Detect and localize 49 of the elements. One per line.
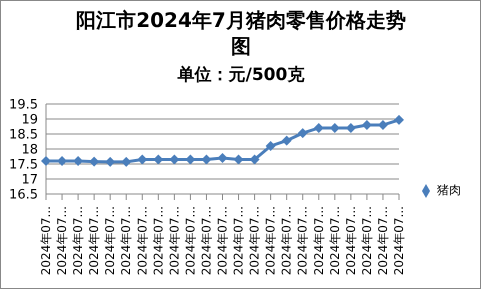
y-tick-label: 19.5 (9, 98, 38, 113)
point (121, 156, 132, 167)
x-tick-label: 2024年07... (151, 206, 166, 276)
x-tick-label: 2024年07... (103, 206, 118, 276)
x-tick-label: 2024年07... (280, 206, 294, 276)
point (218, 153, 228, 163)
x-tick-label: 2024年07... (216, 206, 230, 276)
chart-subtitle: 单位：元/500克 (176, 64, 306, 86)
y-tick-label: 18.5 (9, 128, 38, 143)
point (298, 128, 308, 138)
x-tick-label: 2024年07... (392, 206, 406, 276)
x-tick-label: 2024年07... (119, 206, 134, 276)
y-tick-label: 17.5 (9, 158, 38, 173)
point (314, 123, 324, 133)
x-tick-label: 2024年07... (183, 206, 198, 276)
point (282, 136, 292, 146)
y-tick-label: 18 (21, 142, 38, 158)
point (266, 141, 276, 151)
x-tick-label: 2024年07... (264, 206, 278, 276)
x-tick-label: 2024年07... (135, 206, 150, 276)
x-tick-label: 2024年07... (39, 206, 53, 276)
x-tick-label: 2024年07... (344, 206, 358, 276)
point (41, 156, 51, 166)
point (137, 154, 148, 164)
point (250, 154, 260, 164)
x-tick-label: 2024年07... (55, 206, 70, 276)
x-tick-label: 2024年07... (87, 206, 102, 276)
x-tick-label: 2024年07... (199, 206, 214, 276)
x-tick-label: 2024年07... (376, 206, 390, 276)
x-tick-label: 2024年07... (312, 206, 326, 276)
x-tick-label: 2024年07... (360, 206, 374, 276)
x-tick-label: 2024年07... (328, 206, 342, 276)
x-tick-label: 2024年07... (296, 206, 310, 276)
x-tick-label: 2024年07... (232, 206, 246, 276)
point (89, 156, 100, 167)
y-tick-label: 17 (21, 172, 38, 188)
point (73, 156, 84, 166)
point (153, 154, 164, 164)
x-tick-label: 2024年07... (71, 206, 86, 276)
y-tick-label: 16.5 (9, 188, 38, 203)
point (105, 156, 116, 167)
point (330, 123, 340, 133)
chart-title: 阳江市2024年7月猪肉零售价格走势图 (75, 7, 407, 59)
x-tick-label: 2024年07... (248, 206, 262, 276)
x-tick-label: 2024年07... (167, 206, 182, 276)
y-tick-label: 19 (21, 112, 38, 128)
point (394, 114, 404, 125)
legend-label: 猪肉 (437, 183, 461, 197)
point (362, 120, 372, 130)
